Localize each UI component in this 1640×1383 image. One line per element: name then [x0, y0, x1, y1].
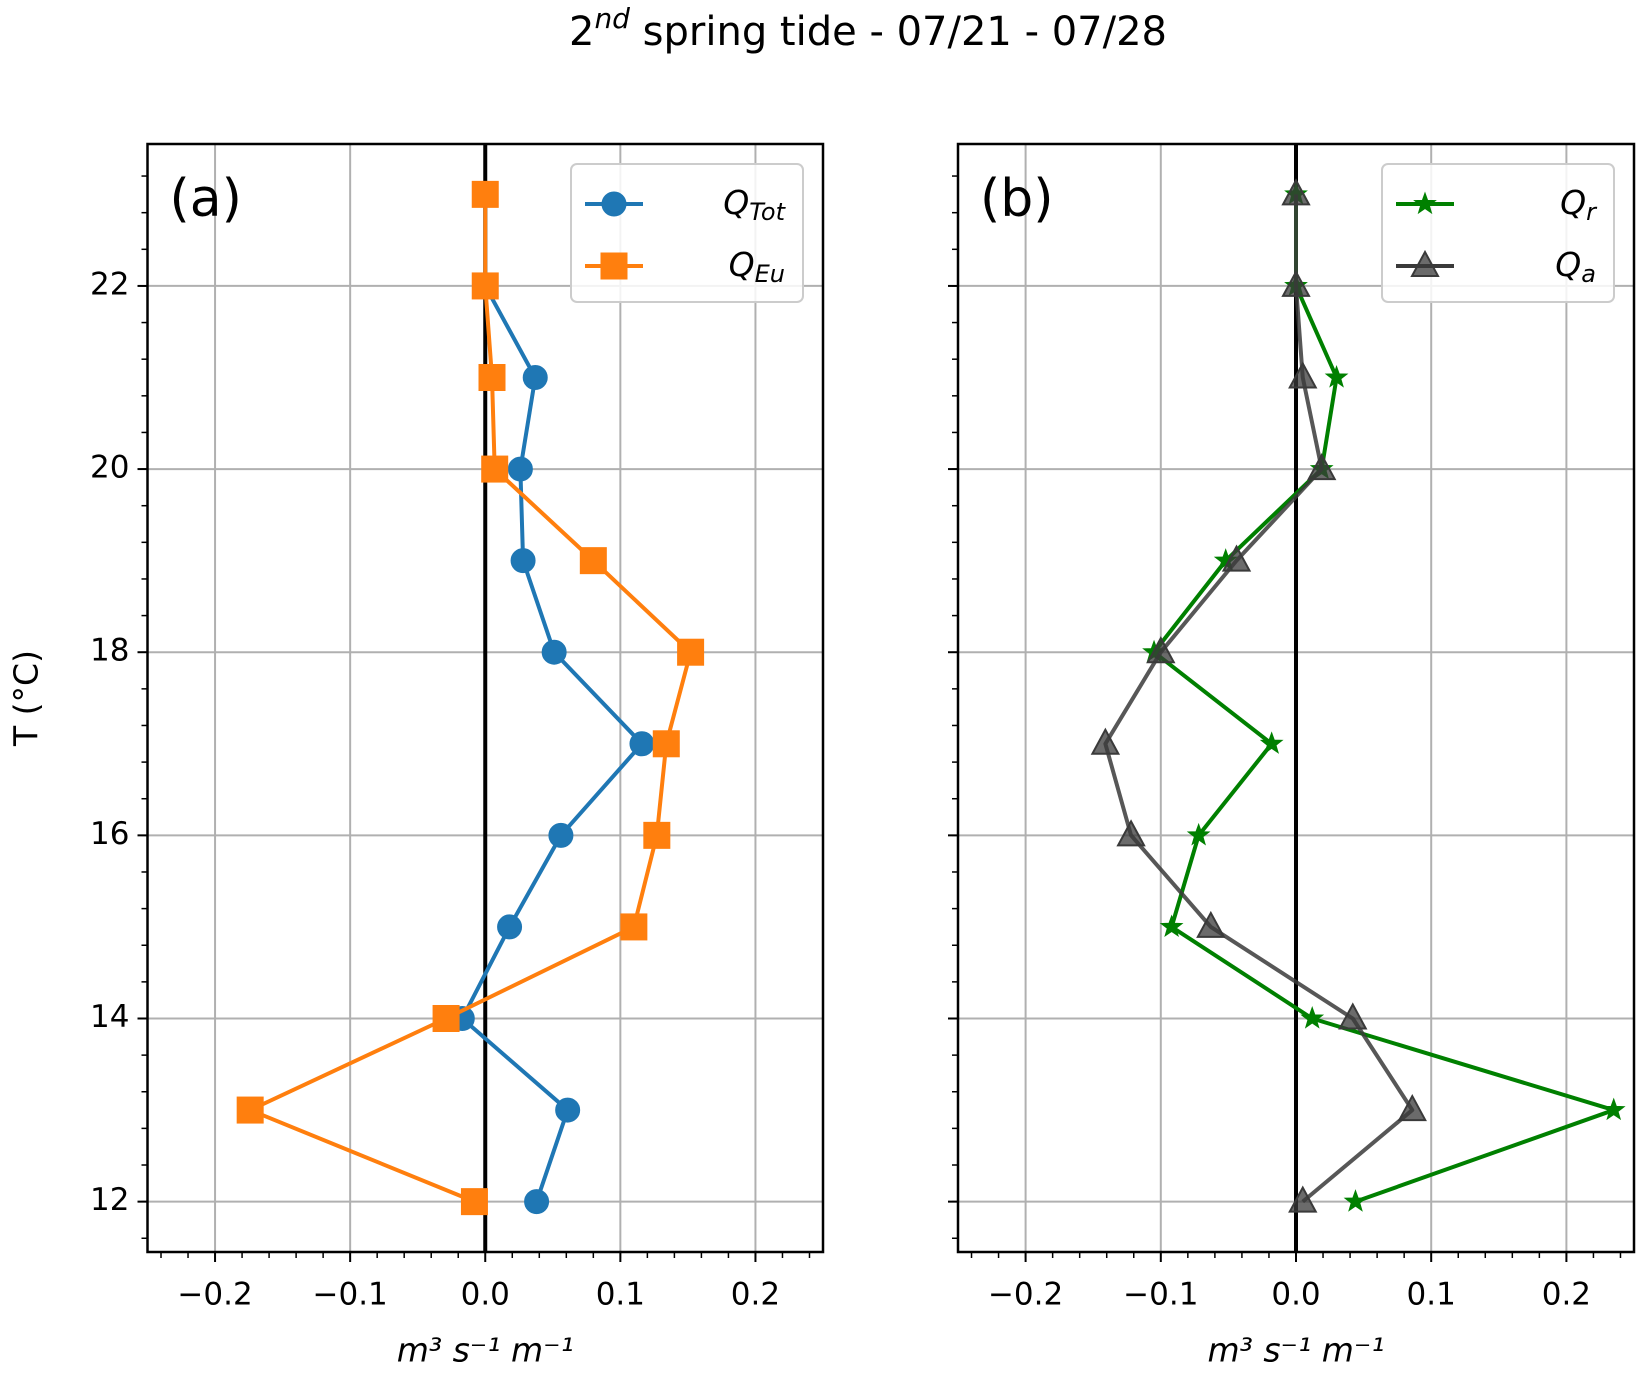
axes-frame [956, 142, 1636, 1254]
x-tick-label: 0.1 [1407, 1277, 1456, 1313]
series-line [1152, 194, 1616, 1204]
marker [643, 821, 671, 849]
legend-subscript: Tot [749, 198, 786, 226]
marker [620, 913, 648, 941]
y-tick-label: 12 [90, 1182, 129, 1218]
legend-subscript: r [1586, 198, 1598, 226]
marker [1338, 1002, 1368, 1030]
y-tick-label: 16 [90, 816, 129, 852]
x-tick-label: 0.2 [1542, 1277, 1591, 1313]
legend-name: Q [723, 183, 749, 222]
title-rest: spring tide - 07/21 - 07/28 [630, 9, 1167, 55]
marker [1146, 636, 1176, 664]
legend-subscript: a [1581, 260, 1596, 288]
series-line [248, 194, 693, 1204]
series-line [1103, 194, 1415, 1204]
marker [1288, 1185, 1318, 1213]
legend-subscript: Eu [755, 260, 785, 288]
x-tick-label: 0.0 [1271, 1277, 1320, 1313]
series-line [460, 194, 644, 1203]
x-tick-label: −0.2 [988, 1277, 1063, 1313]
x-tick-label: 0.0 [461, 1277, 510, 1313]
marker [522, 365, 548, 391]
legend-label: Qr [1560, 183, 1598, 227]
marker [1300, 1006, 1325, 1029]
marker [1116, 819, 1146, 847]
marker [541, 639, 567, 665]
marker [548, 822, 574, 848]
marker [432, 1004, 460, 1032]
figure-title: 2nd spring tide - 07/21 - 07/28 [569, 2, 1167, 55]
marker [471, 272, 499, 300]
marker [1281, 178, 1311, 206]
y-tick-label: 14 [90, 999, 129, 1035]
x-tick-label: −0.1 [1123, 1277, 1198, 1313]
legend-name: Q [1560, 183, 1586, 222]
marker [478, 364, 506, 392]
marker [497, 914, 523, 940]
marker [1413, 191, 1437, 215]
x-tick-label: 0.1 [596, 1277, 645, 1313]
marker [600, 252, 628, 280]
x-axis-label: m³ s⁻¹ m⁻¹ [397, 1331, 574, 1370]
marker [471, 180, 499, 208]
marker [510, 548, 536, 574]
x-tick-label: −0.1 [313, 1277, 388, 1313]
legend-label: Qa [1555, 245, 1596, 289]
marker [1159, 914, 1184, 938]
marker [1259, 731, 1284, 754]
marker [1601, 1097, 1626, 1121]
marker [1186, 822, 1211, 846]
title-base: 2 [569, 9, 594, 55]
marker [507, 456, 533, 482]
marker [579, 547, 607, 575]
x-tick-label: 0.2 [731, 1277, 780, 1313]
marker [1397, 1093, 1427, 1122]
marker [1288, 361, 1318, 389]
y-tick-label: 18 [90, 633, 129, 669]
marker [652, 730, 680, 758]
marker [601, 191, 627, 217]
legend-name: Q [1555, 245, 1581, 284]
marker [677, 638, 705, 666]
panel: −0.2 −0.1 0.0 0.1 0.2 12 14 16 18 20 22 (a) m³ s⁻¹ m… [7, 142, 825, 1370]
marker [1307, 452, 1337, 481]
marker [1221, 544, 1252, 572]
legend-label: QTot [723, 183, 786, 227]
marker [524, 1189, 550, 1215]
panel-label: (b) [980, 169, 1054, 229]
marker [1281, 269, 1311, 297]
x-axis-label: m³ s⁻¹ m⁻¹ [1208, 1331, 1385, 1370]
marker [481, 455, 509, 483]
marker [460, 1188, 488, 1216]
y-tick-label: 22 [90, 266, 129, 302]
marker [629, 731, 655, 757]
panel-label: (a) [170, 169, 242, 229]
marker [1090, 727, 1121, 755]
marker [1324, 365, 1349, 388]
axes-frame [146, 142, 825, 1254]
marker [236, 1096, 264, 1124]
marker [1343, 1189, 1368, 1212]
title-sup: nd [594, 2, 630, 35]
x-tick-label: −0.2 [177, 1277, 252, 1313]
marker [555, 1097, 581, 1123]
legend-label: QEu [729, 245, 785, 289]
marker [1196, 910, 1226, 938]
marker [1410, 249, 1440, 277]
y-axis-label: T (°C) [7, 650, 46, 747]
y-tick-label: 20 [90, 450, 129, 486]
legend-name: Q [729, 245, 755, 284]
